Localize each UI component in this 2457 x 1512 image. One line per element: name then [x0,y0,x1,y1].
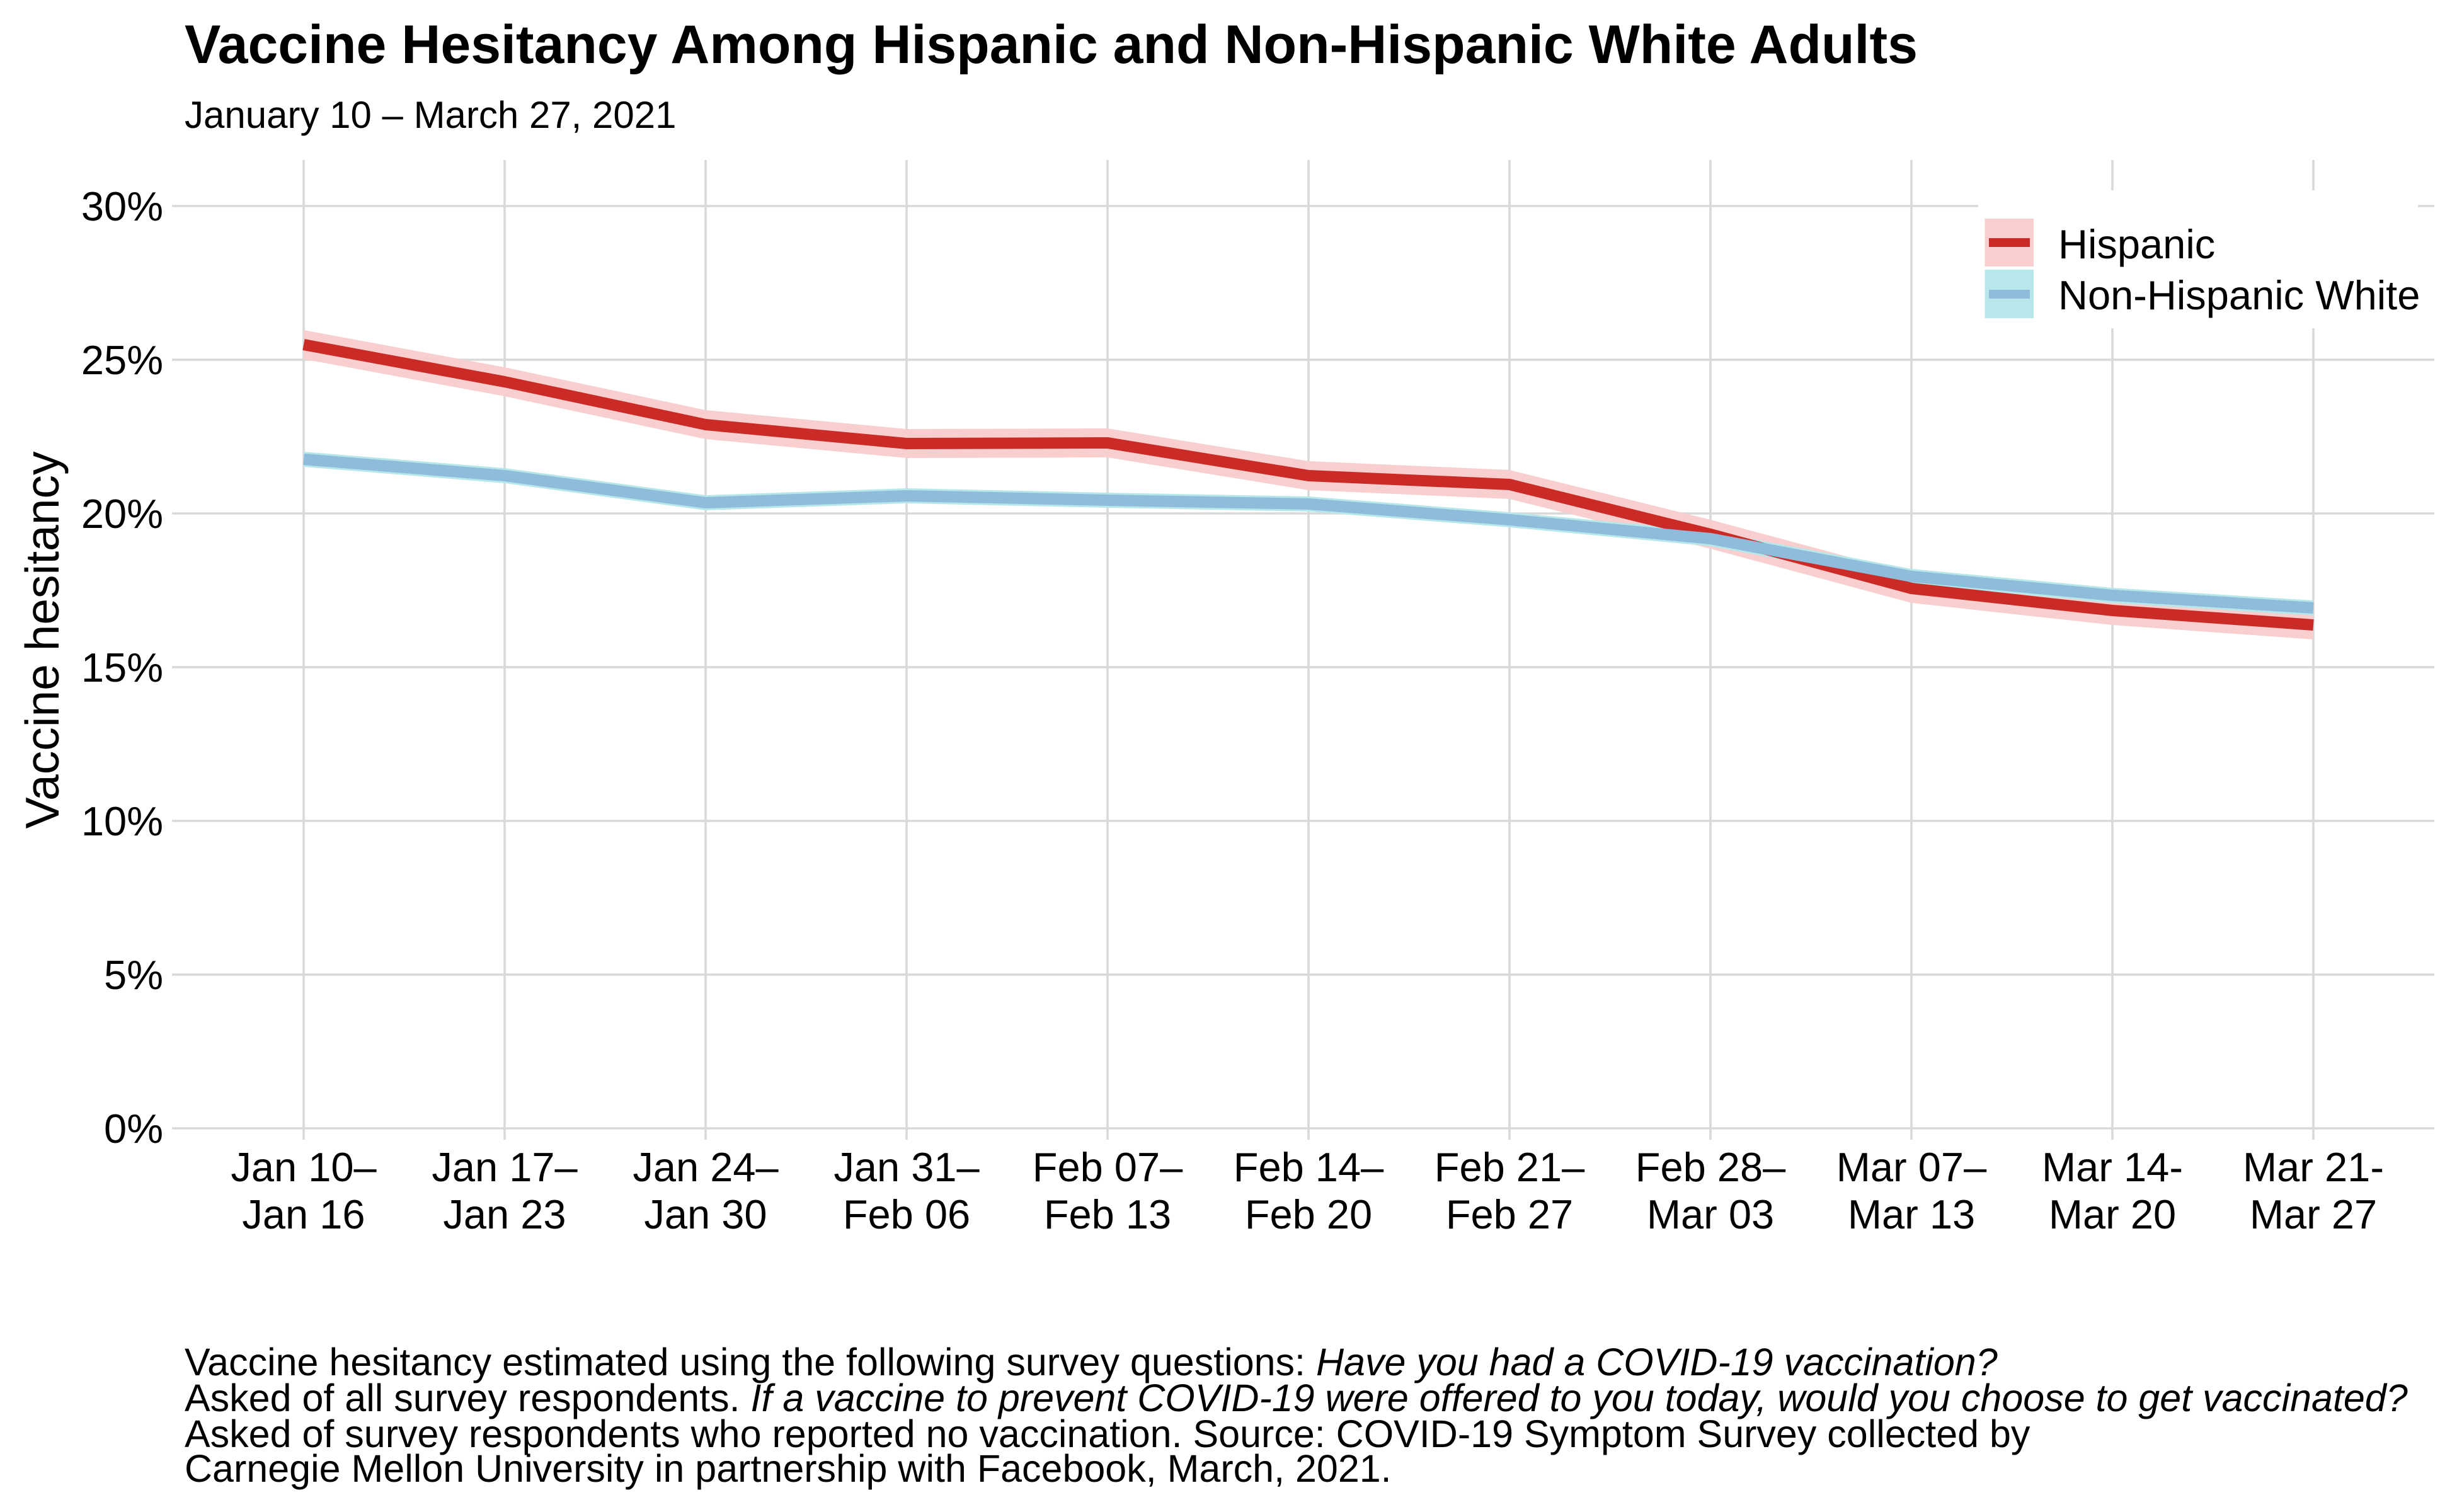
svg-text:Vaccine Hesitancy Among Hispan: Vaccine Hesitancy Among Hispanic and Non… [185,14,1918,75]
svg-text:15%: 15% [81,644,163,690]
svg-text:Asked of all survey respondent: Asked of all survey respondents. If a va… [185,1377,2408,1419]
svg-text:Asked of survey respondents wh: Asked of survey respondents who reported… [185,1412,2030,1455]
svg-text:Feb 21–: Feb 21– [1435,1144,1585,1190]
svg-text:Feb 07–: Feb 07– [1033,1144,1183,1190]
svg-text:Jan 30: Jan 30 [644,1191,767,1237]
svg-text:Mar 27: Mar 27 [2250,1191,2377,1237]
svg-text:Vaccine hesitancy: Vaccine hesitancy [16,451,69,828]
svg-text:20%: 20% [81,491,163,537]
svg-text:5%: 5% [104,952,163,998]
svg-text:Mar 13: Mar 13 [1848,1191,1975,1237]
svg-text:Non-Hispanic White: Non-Hispanic White [2058,272,2420,318]
svg-text:Jan 23: Jan 23 [443,1191,566,1237]
svg-text:Feb 20: Feb 20 [1245,1191,1372,1237]
svg-text:Jan 31–: Jan 31– [833,1144,980,1190]
svg-text:25%: 25% [81,337,163,383]
svg-text:Hispanic: Hispanic [2058,221,2215,267]
svg-text:Mar 21-: Mar 21- [2243,1144,2384,1190]
svg-text:Feb 28–: Feb 28– [1635,1144,1786,1190]
svg-text:0%: 0% [104,1106,163,1152]
svg-text:Jan 10–: Jan 10– [231,1144,377,1190]
svg-text:Feb 06: Feb 06 [843,1191,970,1237]
svg-text:Jan 17–: Jan 17– [432,1144,578,1190]
svg-text:Jan 16: Jan 16 [242,1191,365,1237]
svg-text:Feb 14–: Feb 14– [1234,1144,1384,1190]
svg-text:January 10 – March 27, 2021: January 10 – March 27, 2021 [185,94,677,136]
svg-text:Feb 13: Feb 13 [1044,1191,1171,1237]
svg-text:Mar 20: Mar 20 [2049,1191,2176,1237]
svg-text:30%: 30% [81,183,163,229]
svg-text:Mar 14-: Mar 14- [2042,1144,2183,1190]
svg-text:Jan 24–: Jan 24– [633,1144,779,1190]
svg-text:Mar 07–: Mar 07– [1836,1144,1987,1190]
svg-text:Carnegie Mellon University in: Carnegie Mellon University in partnershi… [185,1447,1392,1490]
svg-text:Feb 27: Feb 27 [1446,1191,1573,1237]
svg-text:Vaccine hesitancy estimated us: Vaccine hesitancy estimated using the fo… [185,1341,1998,1383]
svg-text:Mar 03: Mar 03 [1647,1191,1774,1237]
svg-text:10%: 10% [81,798,163,844]
